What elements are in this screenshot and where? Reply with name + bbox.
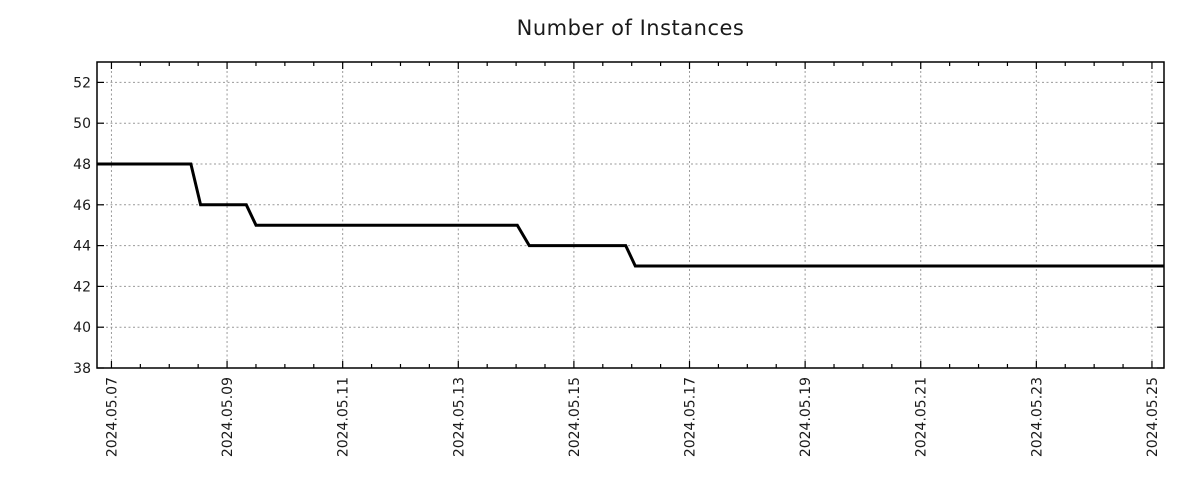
- y-tick-label: 52: [73, 75, 91, 91]
- y-tick-label: 44: [73, 239, 91, 255]
- y-tick-label: 48: [73, 157, 91, 173]
- x-tick-label: 2024.05.15: [567, 377, 583, 457]
- series-line-instances: [97, 162, 1164, 268]
- x-tick-label: 2024.05.17: [683, 377, 699, 457]
- chart-title: Number of Instances: [516, 16, 745, 40]
- x-tick-label: 2024.05.13: [451, 377, 467, 457]
- x-tick-label: 2024.05.19: [798, 377, 814, 457]
- y-tick-label: 38: [73, 361, 91, 377]
- y-tick-label: 50: [73, 116, 91, 132]
- x-tick-label: 2024.05.23: [1029, 377, 1045, 457]
- x-tick-label: 2024.05.09: [220, 377, 236, 457]
- x-tick-label: 2024.05.25: [1145, 377, 1161, 457]
- x-tick-label: 2024.05.07: [104, 377, 120, 457]
- plot-border: [96, 61, 1165, 369]
- x-tick-label: 2024.05.21: [914, 377, 930, 457]
- y-tick-label: 42: [73, 279, 91, 295]
- x-tick-label: 2024.05.11: [336, 377, 352, 457]
- y-tick-label: 46: [73, 198, 91, 214]
- y-tick-label: 40: [73, 320, 91, 336]
